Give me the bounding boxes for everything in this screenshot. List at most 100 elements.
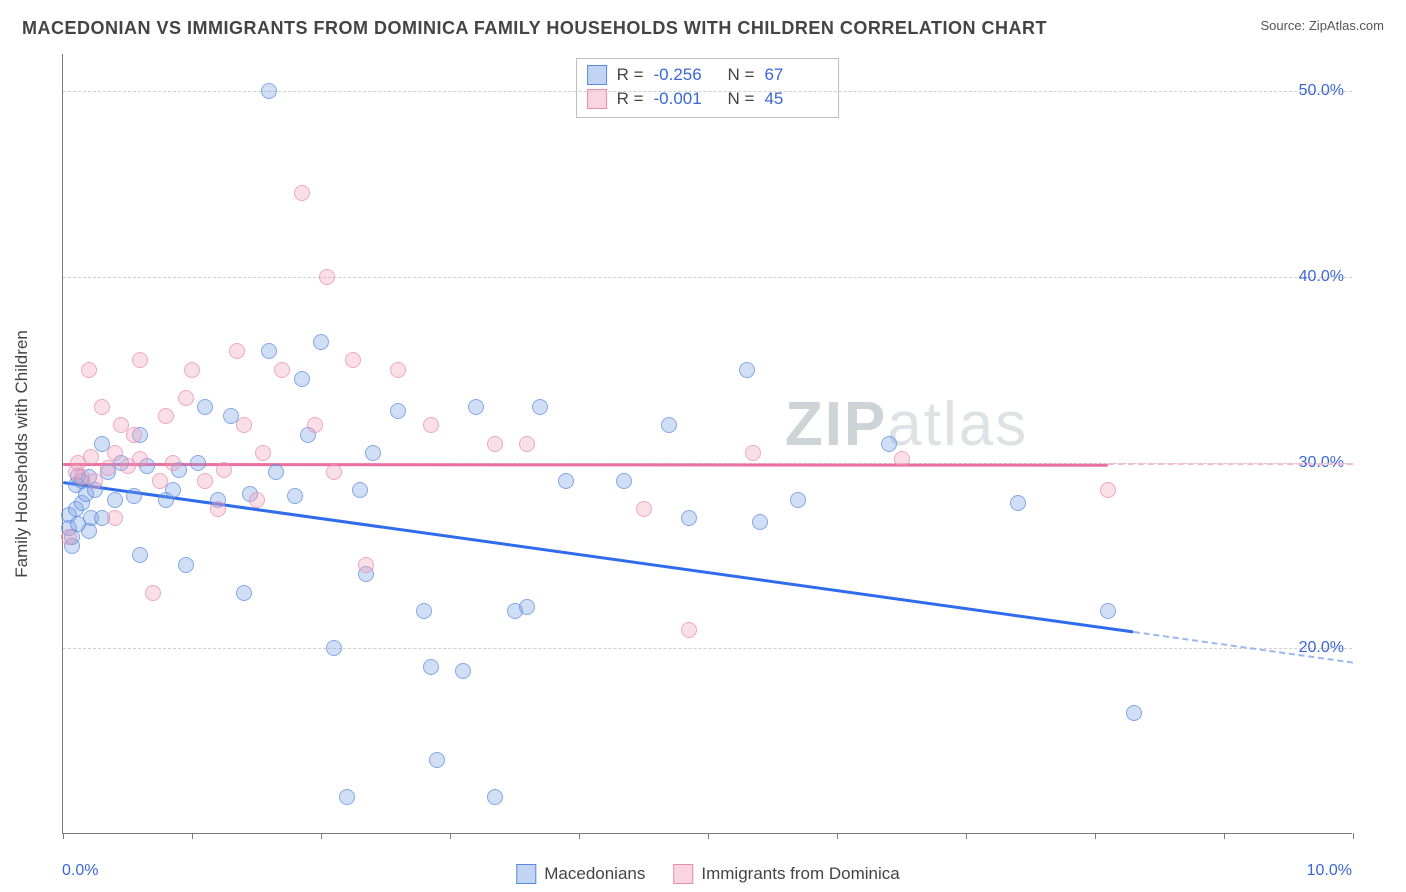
data-point [107,510,123,526]
watermark: ZIPatlas [785,389,1028,460]
data-point [107,492,123,508]
data-point [165,482,181,498]
data-point [261,83,277,99]
data-point [107,445,123,461]
x-tick-mark [1095,833,1096,839]
source-prefix: Source: [1260,18,1308,33]
source-attribution: Source: ZipAtlas.com [1260,18,1384,33]
data-point [145,585,161,601]
series-legend: Macedonians Immigrants from Dominica [516,864,900,884]
data-point [132,352,148,368]
data-point [268,464,284,480]
legend-label: Immigrants from Dominica [701,864,899,884]
watermark-part1: ZIP [785,390,887,459]
data-point [132,451,148,467]
data-point [616,473,632,489]
data-point [487,436,503,452]
x-tick-mark [579,833,580,839]
data-point [745,445,761,461]
data-point [1100,603,1116,619]
gridline [63,277,1352,278]
data-point [83,449,99,465]
data-point [532,399,548,415]
data-point [752,514,768,530]
chart-title: MACEDONIAN VS IMMIGRANTS FROM DOMINICA F… [22,18,1047,39]
x-tick-mark [837,833,838,839]
data-point [519,436,535,452]
data-point [94,399,110,415]
x-tick-mark [321,833,322,839]
x-tick-mark [63,833,64,839]
data-point [152,473,168,489]
watermark-part2: atlas [887,390,1028,459]
data-point [326,640,342,656]
x-tick-max: 10.0% [1307,862,1352,880]
data-point [287,488,303,504]
data-point [390,362,406,378]
data-point [345,352,361,368]
stat-label-r: R = [617,65,644,85]
data-point [319,269,335,285]
y-tick-label: 50.0% [1299,82,1344,100]
data-point [365,445,381,461]
data-point [881,436,897,452]
data-point [261,343,277,359]
data-point [165,455,181,471]
y-axis-label: Family Households with Children [12,330,32,578]
data-point [558,473,574,489]
data-point [468,399,484,415]
legend-item: Macedonians [516,864,645,884]
data-point [87,473,103,489]
data-point [294,371,310,387]
x-tick-mark [450,833,451,839]
stat-value-r: -0.256 [654,65,718,85]
gridline [63,648,1352,649]
x-tick-min: 0.0% [62,862,98,880]
data-point [894,451,910,467]
data-point [739,362,755,378]
gridline [63,91,1352,92]
data-point [126,488,142,504]
data-point [358,557,374,573]
x-tick-mark [708,833,709,839]
data-point [229,343,245,359]
data-point [294,185,310,201]
data-point [1010,495,1026,511]
data-point [339,789,355,805]
data-point [236,585,252,601]
data-point [126,427,142,443]
data-point [636,501,652,517]
data-point [184,362,200,378]
data-point [216,462,232,478]
data-point [390,403,406,419]
data-point [61,529,77,545]
data-point [178,557,194,573]
plot-region: ZIPatlas R =-0.256N =67R =-0.001N =45 20… [62,54,1352,834]
legend-swatch [516,864,536,884]
legend-item: Immigrants from Dominica [673,864,899,884]
data-point [416,603,432,619]
data-point [455,663,471,679]
data-point [307,417,323,433]
data-point [1126,705,1142,721]
x-tick-mark [966,833,967,839]
chart-area: Family Households with Children ZIPatlas… [48,54,1368,854]
x-tick-mark [1353,833,1354,839]
data-point [313,334,329,350]
source-link[interactable]: ZipAtlas.com [1309,18,1384,33]
x-tick-mark [1224,833,1225,839]
data-point [487,789,503,805]
data-point [190,455,206,471]
stats-row: R =-0.256N =67 [587,63,829,87]
stat-value-n: 67 [764,65,828,85]
legend-swatch [587,65,607,85]
data-point [81,362,97,378]
data-point [255,445,271,461]
data-point [158,408,174,424]
data-point [132,547,148,563]
data-point [197,399,213,415]
data-point [326,464,342,480]
data-point [429,752,445,768]
data-point [274,362,290,378]
x-tick-mark [192,833,193,839]
